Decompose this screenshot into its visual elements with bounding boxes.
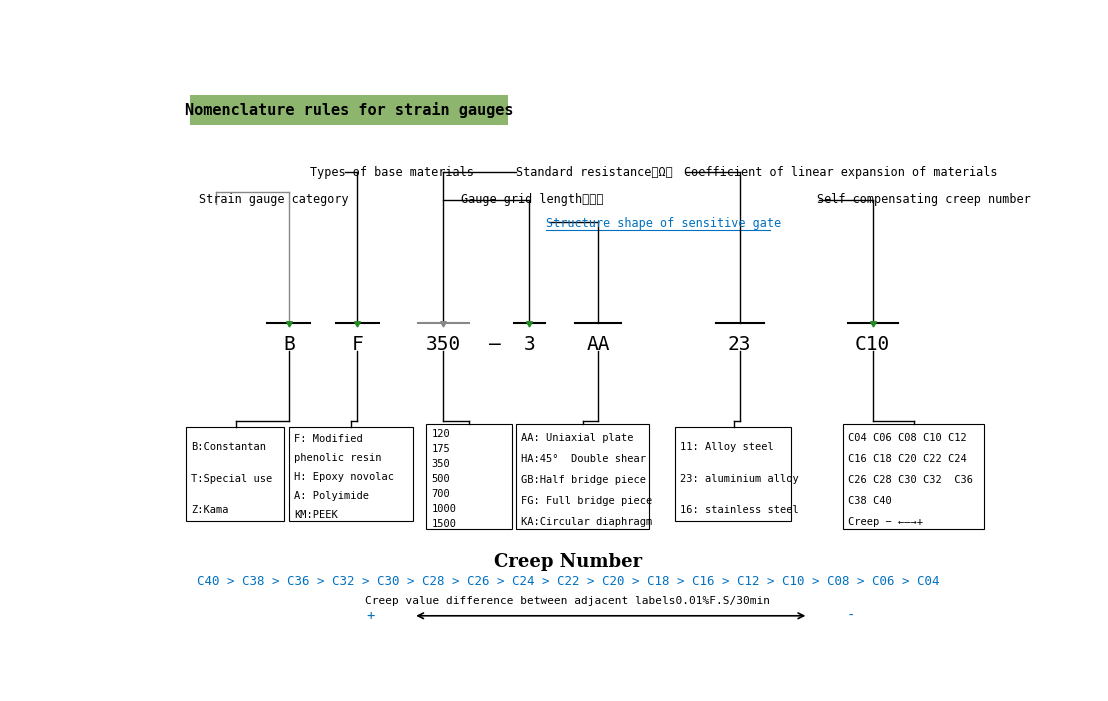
Text: 500: 500 bbox=[431, 474, 450, 484]
Bar bbox=[191, 95, 507, 125]
Text: 120: 120 bbox=[431, 429, 450, 439]
Text: —: — bbox=[489, 335, 501, 354]
Text: H: Epoxy novolac: H: Epoxy novolac bbox=[294, 472, 394, 482]
Text: Types of base materials: Types of base materials bbox=[310, 165, 474, 179]
Text: 1000: 1000 bbox=[431, 504, 456, 514]
Bar bbox=[843, 424, 984, 529]
Text: 175: 175 bbox=[431, 444, 450, 454]
Text: KM:PEEK: KM:PEEK bbox=[294, 510, 338, 519]
Text: Creep Number: Creep Number bbox=[494, 553, 642, 571]
Bar bbox=[516, 424, 649, 529]
Text: AA: Uniaxial plate: AA: Uniaxial plate bbox=[522, 433, 634, 443]
Text: Creep − ←—→+: Creep − ←—→+ bbox=[848, 517, 923, 527]
Text: T:Special use: T:Special use bbox=[191, 474, 273, 484]
Text: Z:Kama: Z:Kama bbox=[191, 505, 228, 515]
Text: Strain gauge category: Strain gauge category bbox=[198, 193, 348, 205]
Text: C26 C28 C30 C32  C36: C26 C28 C30 C32 C36 bbox=[848, 475, 973, 485]
Text: C40 > C38 > C36 > C32 > C30 > C28 > C26 > C24 > C22 > C20 > C18 > C16 > C12 > C1: C40 > C38 > C36 > C32 > C30 > C28 > C26 … bbox=[196, 576, 940, 588]
Text: B: B bbox=[283, 335, 295, 354]
Bar bbox=[186, 427, 285, 522]
Text: A: Polyimide: A: Polyimide bbox=[294, 491, 369, 501]
Bar bbox=[289, 427, 413, 522]
Text: C38 C40: C38 C40 bbox=[848, 496, 892, 506]
Text: 700: 700 bbox=[431, 489, 450, 499]
Text: AA: AA bbox=[586, 335, 609, 354]
Text: Standard resistance（Ω）: Standard resistance（Ω） bbox=[516, 165, 673, 179]
Text: KA:Circular diaphragm: KA:Circular diaphragm bbox=[522, 517, 653, 527]
Text: 3: 3 bbox=[523, 335, 535, 354]
Text: Gauge grid length（㎜）: Gauge grid length（㎜） bbox=[461, 193, 603, 205]
Text: Coefficient of linear expansion of materials: Coefficient of linear expansion of mater… bbox=[684, 165, 997, 179]
Text: GB:Half bridge piece: GB:Half bridge piece bbox=[522, 475, 646, 485]
Text: Structure shape of sensitive gate: Structure shape of sensitive gate bbox=[546, 217, 781, 230]
Text: 1500: 1500 bbox=[431, 519, 456, 529]
Text: C16 C18 C20 C22 C24: C16 C18 C20 C22 C24 bbox=[848, 454, 966, 464]
Text: F: F bbox=[351, 335, 363, 354]
Text: Creep value difference between adjacent labels0.01%F.S/30min: Creep value difference between adjacent … bbox=[366, 597, 770, 606]
Text: FG: Full bridge piece: FG: Full bridge piece bbox=[522, 496, 653, 506]
Text: 23: 23 bbox=[728, 335, 751, 354]
Text: F: Modified: F: Modified bbox=[294, 434, 362, 444]
Text: +: + bbox=[366, 608, 375, 622]
Text: C10: C10 bbox=[855, 335, 891, 354]
Text: 23: aluminium alloy: 23: aluminium alloy bbox=[680, 474, 799, 484]
Text: C04 C06 C08 C10 C12: C04 C06 C08 C10 C12 bbox=[848, 433, 966, 443]
Text: Nomenclature rules for strain gauges: Nomenclature rules for strain gauges bbox=[185, 102, 513, 118]
Text: 350: 350 bbox=[431, 459, 450, 469]
Text: 11: Alloy steel: 11: Alloy steel bbox=[680, 442, 774, 452]
Bar bbox=[427, 424, 512, 529]
Text: HA:45°  Double shear: HA:45° Double shear bbox=[522, 454, 646, 464]
Text: phenolic resin: phenolic resin bbox=[294, 453, 381, 463]
Text: 16: stainless steel: 16: stainless steel bbox=[680, 505, 799, 515]
Text: 350: 350 bbox=[425, 335, 461, 354]
Text: Self compensating creep number: Self compensating creep number bbox=[817, 193, 1030, 205]
Text: -: - bbox=[847, 608, 855, 622]
Text: B:Constantan: B:Constantan bbox=[191, 442, 266, 452]
Bar bbox=[675, 427, 791, 522]
